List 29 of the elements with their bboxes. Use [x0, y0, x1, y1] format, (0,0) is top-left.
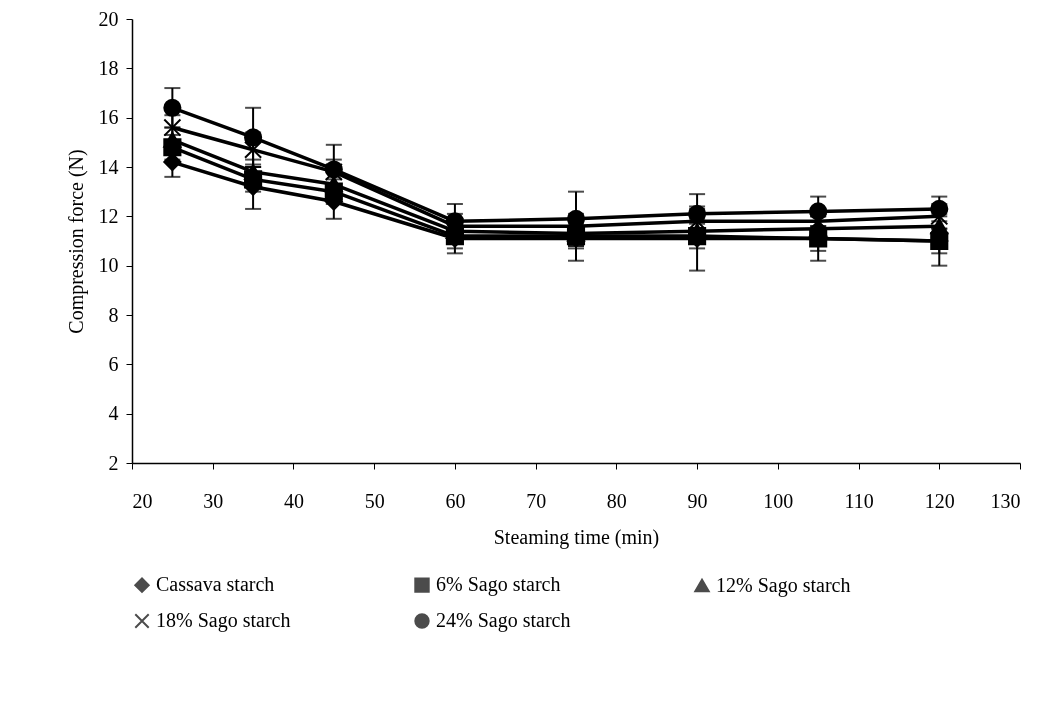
y-tick-label: 16 [98, 106, 119, 129]
y-tick-label: 20 [98, 7, 119, 30]
x-tick-label: 100 [763, 489, 794, 512]
y-axis-title: Compression force (N) [64, 149, 88, 334]
x-tick-label: 60 [445, 489, 466, 512]
x-tick-label: 30 [203, 489, 224, 512]
legend-label: 6% Sago starch [436, 573, 561, 597]
y-tick-label: 12 [98, 204, 119, 227]
y-tick-label: 8 [108, 303, 119, 326]
x-tick-label: 40 [283, 489, 304, 512]
y-tick-label: 14 [98, 155, 119, 178]
x-tick-label: 20 [132, 489, 153, 512]
x-tick-label: 130 [990, 489, 1021, 512]
y-tick-label: 10 [98, 254, 119, 277]
y-tick-label: 4 [108, 402, 119, 425]
x-tick-label: 90 [687, 489, 708, 512]
legend-label: 24% Sago starch [436, 609, 571, 632]
x-tick-label: 120 [924, 489, 955, 512]
y-tick-label: 6 [108, 352, 119, 375]
legend-label: 18% Sago starch [156, 609, 291, 632]
y-tick-label: 2 [108, 451, 119, 474]
y-tick-label: 18 [98, 56, 119, 79]
legend-label: 12% Sago starch [716, 573, 851, 597]
x-axis-title: Steaming time (min) [493, 525, 660, 549]
x-tick-label: 110 [844, 489, 874, 512]
x-tick-label: 70 [526, 489, 547, 512]
legend-label: Cassava starch [156, 573, 275, 596]
x-tick-label: 50 [364, 489, 385, 512]
x-tick-label: 80 [606, 489, 627, 512]
